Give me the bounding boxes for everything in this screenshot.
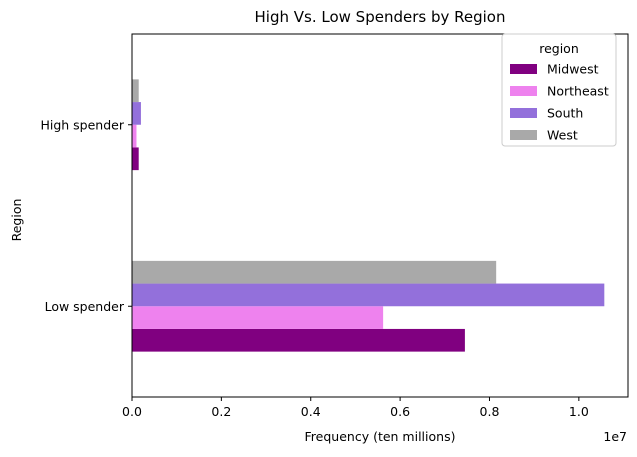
x-scale-offset-label: 1e7 — [603, 429, 627, 444]
legend: region Midwest Northeast South West — [501, 33, 617, 147]
bars-layer — [132, 79, 605, 352]
legend-label-south: South — [547, 106, 583, 121]
x-axis-label: Frequency (ten millions) — [305, 429, 456, 444]
legend-title: region — [539, 41, 579, 56]
legend-label-northeast: Northeast — [547, 84, 609, 99]
legend-items: Midwest Northeast South West — [510, 62, 609, 143]
x-tick-label: 0.4 — [301, 404, 321, 419]
x-tick-label: 0.8 — [480, 404, 500, 419]
x-tick-label: 1.0 — [569, 404, 589, 419]
legend-swatch-west — [510, 130, 537, 140]
y-axis-label: Region — [9, 199, 24, 242]
x-tick-label: 0.6 — [390, 404, 410, 419]
bar-west-low-spender — [132, 260, 497, 284]
bar-south-low-spender — [132, 283, 605, 307]
x-tick-label: 0.0 — [122, 404, 142, 419]
legend-label-midwest: Midwest — [547, 62, 599, 77]
bar-northeast-low-spender — [132, 306, 384, 329]
plot-frame — [131, 33, 629, 398]
legend-swatch-south — [510, 108, 537, 118]
legend-swatch-northeast — [510, 86, 537, 96]
bar-northeast-high-spender — [132, 124, 137, 148]
legend-label-west: West — [547, 128, 578, 143]
axes-layer: 0.0 0.2 0.4 0.6 0.8 1.0 High spender Low spende… — [40, 33, 629, 419]
x-tick-label: 0.2 — [211, 404, 231, 419]
bar-south-high-spender — [132, 102, 141, 125]
chart-title: High Vs. Low Spenders by Region — [255, 8, 506, 26]
y-tick-label: High spender — [40, 117, 124, 132]
bar-west-high-spender — [132, 79, 139, 103]
y-tick-label: Low spender — [45, 299, 125, 314]
bar-midwest-low-spender — [132, 328, 465, 352]
bar-midwest-high-spender — [132, 147, 139, 171]
legend-swatch-midwest — [510, 64, 537, 74]
